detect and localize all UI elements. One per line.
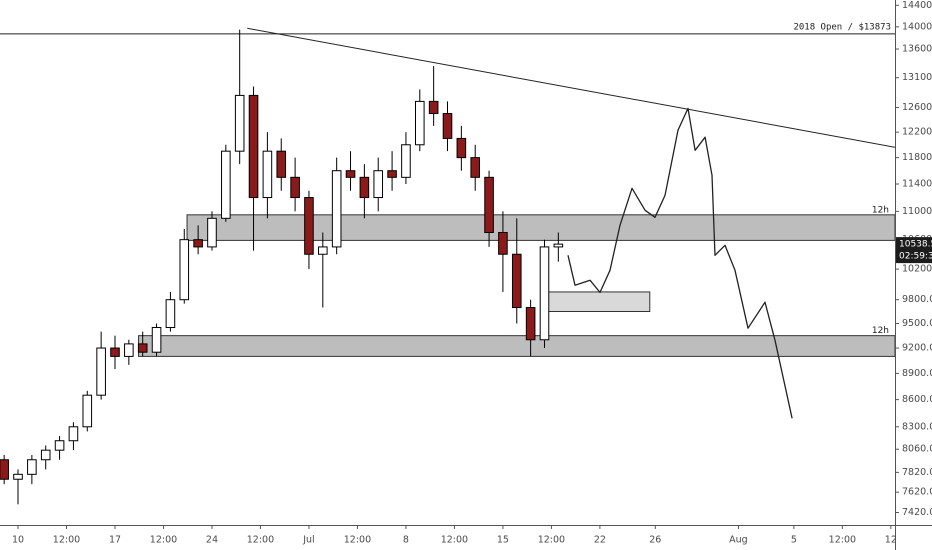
candle-body	[151, 327, 162, 353]
y-tick-label: 7620.0	[902, 487, 932, 498]
candle-body	[498, 231, 508, 255]
candle-body	[290, 176, 300, 199]
y-tick-label: 8060.0	[902, 444, 932, 455]
x-tick-label: 17	[109, 535, 121, 546]
countdown-label: 02:59:35	[899, 252, 932, 262]
x-tick-label: 12:00	[53, 535, 80, 546]
y-tick-label: 8300.0	[902, 421, 932, 432]
candle-body	[345, 170, 356, 178]
x-tick-label: 24	[206, 535, 218, 546]
candle-body	[373, 170, 384, 199]
x-tick-label: Aug	[729, 535, 748, 546]
candle-body	[110, 347, 120, 357]
y-tick-label: 9200.0	[902, 343, 932, 354]
plot-area: 12h 12h 2018 Open / $13873	[0, 22, 896, 505]
zone	[138, 335, 896, 357]
candle-body	[207, 217, 217, 248]
y-tick-label: 8600.0	[902, 394, 932, 405]
last-price-box	[896, 237, 932, 264]
candle-body	[262, 150, 273, 199]
zone-label: 12h	[872, 205, 889, 215]
x-tick-label: 12	[885, 535, 897, 546]
x-tick-label: 15	[497, 535, 509, 546]
candle-body	[331, 170, 342, 248]
candle-body	[68, 426, 79, 442]
x-tick-label: 12:00	[150, 535, 177, 546]
candle-body	[124, 343, 134, 357]
candle-body	[137, 343, 148, 353]
last-price-label: 10538.5	[899, 240, 932, 250]
candle-body	[82, 394, 93, 428]
y-tick-label: 9800.0	[902, 294, 932, 305]
candle-body	[193, 239, 203, 248]
y-tick-label: 13600.0	[902, 44, 932, 55]
candle-body	[428, 100, 439, 115]
y-tick-label: 12200.0	[902, 127, 932, 138]
x-tick-label: 12:00	[829, 535, 856, 546]
y-tick-label: 8900.0	[902, 368, 932, 379]
level-label: 2018 Open / $13873	[793, 22, 891, 32]
candle-body	[96, 347, 106, 396]
candle-body	[13, 473, 23, 480]
candle-body	[387, 170, 397, 178]
y-tick-label: 14400.0	[902, 0, 932, 11]
candle-body	[165, 299, 176, 329]
candle-body	[27, 459, 37, 475]
y-tick-label: 7420.0	[902, 507, 932, 518]
x-tick-label: 12:00	[247, 535, 274, 546]
candle-body	[470, 157, 481, 178]
candle-body	[401, 144, 411, 178]
x-tick-label: 5	[791, 535, 797, 546]
projection-path	[567, 107, 793, 419]
candle-body	[414, 100, 425, 146]
x-tick-label: 8	[403, 535, 409, 546]
x-tick-label: 10	[12, 535, 24, 546]
y-tick-label: 9500.0	[902, 318, 932, 329]
y-tick-label: 13100.0	[902, 72, 932, 83]
candle-body	[40, 449, 51, 461]
candle-body	[179, 239, 190, 301]
x-tick-label: 12:00	[538, 535, 565, 546]
candle-body	[359, 176, 370, 199]
zone-label: 12h	[872, 326, 889, 336]
candle-body	[54, 440, 65, 451]
candle-body	[0, 459, 9, 480]
zone	[546, 291, 651, 313]
x-tick-label: Jul	[302, 535, 314, 546]
candle-body	[553, 243, 564, 248]
candle-body	[456, 137, 467, 159]
candle-body	[484, 176, 494, 233]
candle-body	[539, 246, 550, 341]
y-tick-label: 11400.0	[902, 179, 932, 190]
candle-body	[248, 94, 259, 199]
y-tick-label: 12600.0	[902, 102, 932, 113]
x-tick-label: 12:00	[441, 535, 468, 546]
y-tick-label: 14000.0	[902, 21, 932, 32]
candle-body	[511, 253, 522, 309]
y-tick-label: 7820.0	[902, 467, 932, 478]
candle-body	[276, 150, 287, 178]
x-tick-label: 22	[594, 535, 606, 546]
x-tick-label: 26	[649, 535, 661, 546]
candle-body	[442, 113, 453, 139]
y-tick-label: 11800.0	[902, 152, 932, 163]
zone	[186, 214, 896, 241]
candle-body	[304, 197, 314, 255]
candle-body	[525, 307, 536, 341]
candle-body	[234, 94, 245, 152]
candle-body	[221, 150, 231, 219]
candle-body	[318, 246, 328, 255]
trendline	[247, 27, 896, 148]
y-tick-label: 10200.0	[902, 264, 932, 275]
x-tick-label: 12:00	[344, 535, 371, 546]
y-tick-label: 11000.0	[902, 206, 932, 217]
